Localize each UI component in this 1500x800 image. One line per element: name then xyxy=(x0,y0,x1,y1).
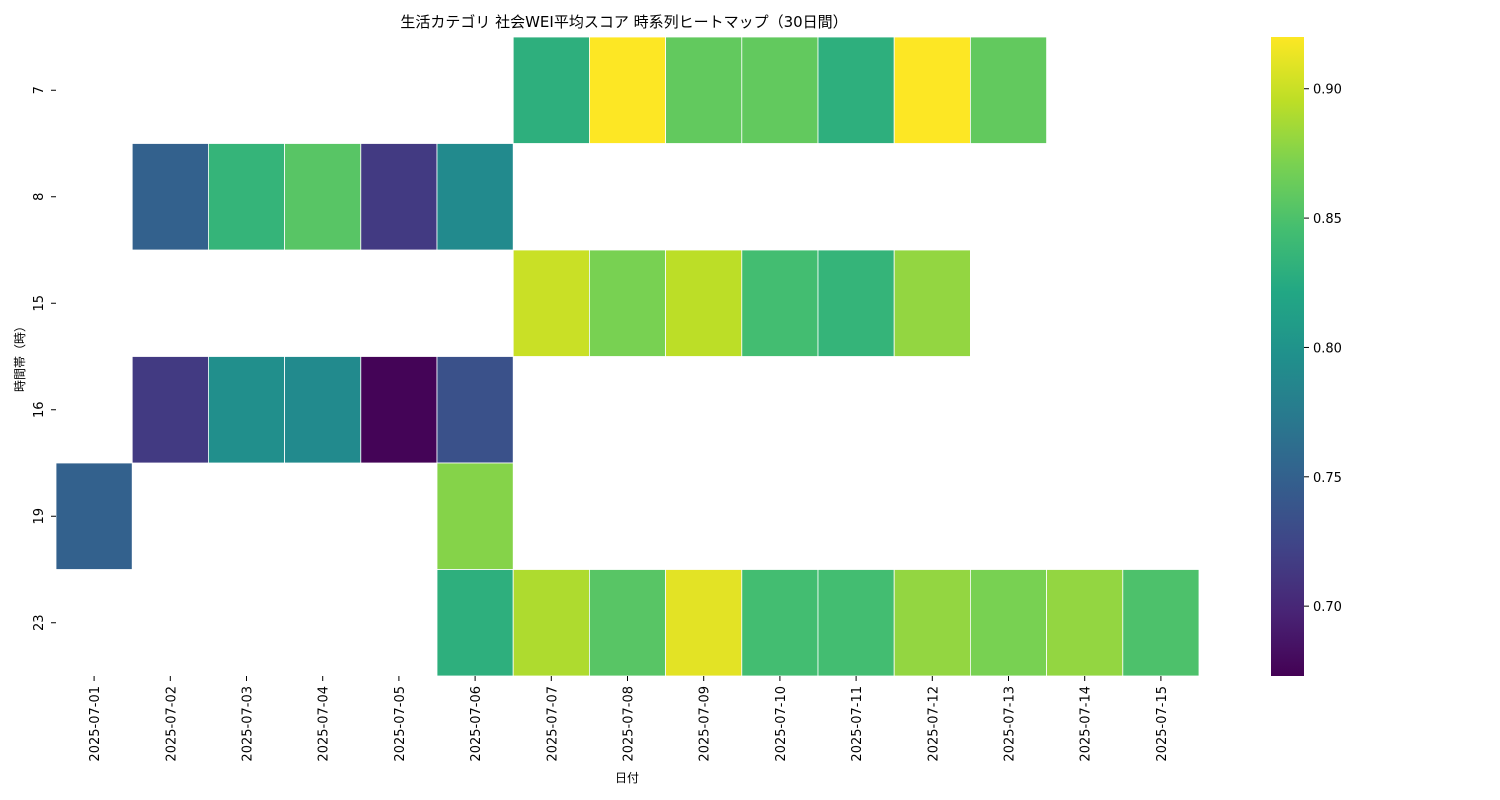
y-axis-label: 時間帯（時） xyxy=(13,320,27,392)
x-tick-label: 2025-07-08 xyxy=(622,686,637,762)
heatmap-cell-23-2025-07-14 xyxy=(1046,569,1124,677)
colorbar-tick-label: 0.90 xyxy=(1313,83,1342,98)
heatmap-cell-23-2025-07-11 xyxy=(817,569,895,677)
colorbar-tick-label: 0.85 xyxy=(1313,212,1342,227)
heatmap-cell-8-2025-07-05 xyxy=(360,143,438,251)
heatmap-cell-15-2025-07-08 xyxy=(589,249,667,357)
heatmap-cell-7-2025-07-10 xyxy=(741,36,819,144)
colorbar-tick-label: 0.70 xyxy=(1313,600,1342,615)
chart-title: 生活カテゴリ 社会WEI平均スコア 時系列ヒートマップ（30日間） xyxy=(400,13,847,31)
heatmap-cell-8-2025-07-04 xyxy=(284,143,362,251)
heatmap-cell-16-2025-07-02 xyxy=(131,356,209,464)
x-tick-label: 2025-07-07 xyxy=(545,686,560,762)
heatmap-cell-19-2025-07-01 xyxy=(55,462,133,570)
heatmap-cell-23-2025-07-08 xyxy=(589,569,667,677)
x-tick-label: 2025-07-03 xyxy=(241,686,256,762)
y-tick-label: 7 xyxy=(32,86,47,94)
y-tick-label: 8 xyxy=(32,193,47,201)
x-tick-label: 2025-07-06 xyxy=(469,686,484,762)
x-tick-label: 2025-07-12 xyxy=(926,686,941,762)
heatmap-cell-7-2025-07-11 xyxy=(817,36,895,144)
heatmap-cell-16-2025-07-06 xyxy=(436,356,514,464)
heatmap-cell-19-2025-07-06 xyxy=(436,462,514,570)
heatmap-cell-16-2025-07-04 xyxy=(284,356,362,464)
heatmap-cell-15-2025-07-12 xyxy=(893,249,971,357)
heatmap-cell-7-2025-07-13 xyxy=(970,36,1048,144)
heatmap-cell-8-2025-07-02 xyxy=(131,143,209,251)
x-tick-label: 2025-07-13 xyxy=(1003,686,1018,762)
heatmap-cell-15-2025-07-09 xyxy=(665,249,743,357)
colorbar xyxy=(1271,37,1304,676)
heatmap-cell-7-2025-07-07 xyxy=(512,36,590,144)
heatmap-cell-15-2025-07-11 xyxy=(817,249,895,357)
heatmap-cell-15-2025-07-07 xyxy=(512,249,590,357)
y-tick-label: 16 xyxy=(32,401,47,418)
x-axis-label: 日付 xyxy=(615,771,639,785)
heatmap-cell-23-2025-07-07 xyxy=(512,569,590,677)
x-tick-label: 2025-07-04 xyxy=(317,686,332,762)
colorbar-tick-label: 0.80 xyxy=(1313,341,1342,356)
heatmap-cell-7-2025-07-08 xyxy=(589,36,667,144)
heatmap-cell-16-2025-07-03 xyxy=(207,356,285,464)
heatmap-cell-23-2025-07-10 xyxy=(741,569,819,677)
heatmap-cell-23-2025-07-13 xyxy=(970,569,1048,677)
heatmap-cell-23-2025-07-15 xyxy=(1122,569,1200,677)
x-tick-label: 2025-07-01 xyxy=(88,686,103,762)
heatmap-cell-23-2025-07-09 xyxy=(665,569,743,677)
colorbar-ticks: 0.70 0.75 0.80 0.85 0.90 xyxy=(1304,83,1342,615)
x-tick-label: 2025-07-11 xyxy=(850,686,865,762)
x-tick-label: 2025-07-02 xyxy=(164,686,179,762)
heatmap-cell-7-2025-07-09 xyxy=(665,36,743,144)
y-axis-ticks: 7 8 15 16 19 23 xyxy=(32,86,56,631)
heatmap-cell-23-2025-07-06 xyxy=(436,569,514,677)
y-tick-label: 19 xyxy=(32,508,47,525)
heatmap-cell-7-2025-07-12 xyxy=(893,36,971,144)
x-tick-label: 2025-07-14 xyxy=(1079,686,1094,762)
colorbar-tick-label: 0.75 xyxy=(1313,471,1342,486)
x-axis-ticks: 2025-07-01 2025-07-02 2025-07-03 2025-07-04… xyxy=(88,676,1170,762)
heatmap-cells xyxy=(55,36,1200,677)
heatmap-cell-8-2025-07-03 xyxy=(207,143,285,251)
y-tick-label: 15 xyxy=(32,295,47,312)
heatmap-cell-8-2025-07-06 xyxy=(436,143,514,251)
x-tick-label: 2025-07-05 xyxy=(393,686,408,762)
y-tick-label: 23 xyxy=(32,614,47,631)
x-tick-label: 2025-07-10 xyxy=(774,686,789,762)
heatmap-cell-16-2025-07-05 xyxy=(360,356,438,464)
x-tick-label: 2025-07-15 xyxy=(1155,686,1170,762)
heatmap-cell-15-2025-07-10 xyxy=(741,249,819,357)
heatmap-cell-23-2025-07-12 xyxy=(893,569,971,677)
x-tick-label: 2025-07-09 xyxy=(698,686,713,762)
